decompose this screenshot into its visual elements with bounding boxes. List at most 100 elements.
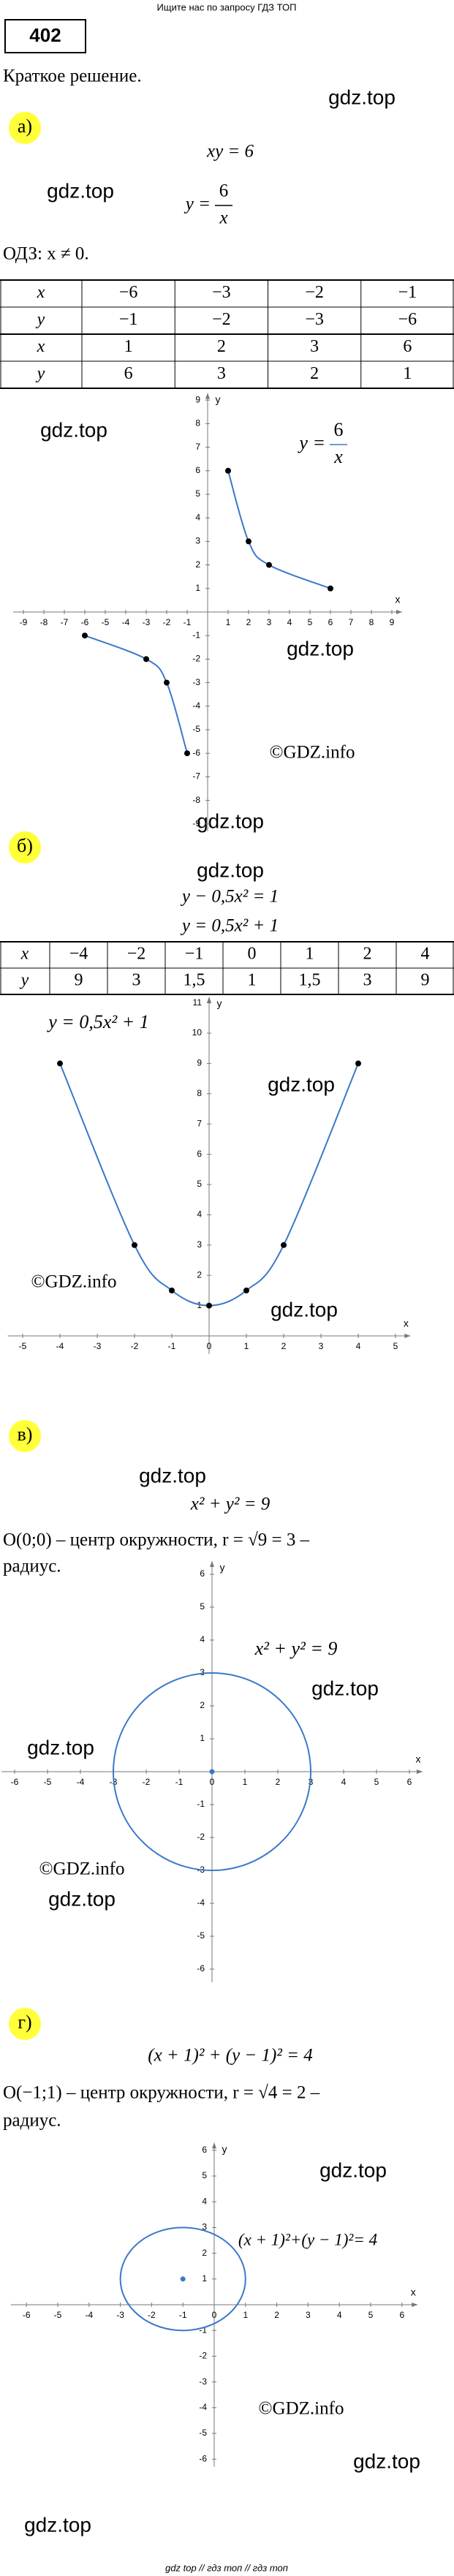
y-tick-label: 2 — [200, 1700, 205, 1710]
table-cell: −6 — [119, 283, 138, 302]
table-cell: −1 — [119, 310, 138, 329]
y-tick-label: 9 — [197, 1058, 202, 1068]
watermark: gdz.top — [328, 86, 396, 108]
x-tick-label: 2 — [274, 2310, 279, 2320]
x-tick-label: 4 — [287, 617, 292, 627]
table-cell: −3 — [212, 283, 231, 302]
x-tick-label: -1 — [184, 617, 192, 627]
x-tick-label: -6 — [81, 617, 89, 627]
y-tick-label: -1 — [192, 630, 200, 640]
x-tick-label: 9 — [390, 617, 395, 627]
x-tick-label: 0 — [210, 1777, 215, 1787]
x-tick-label: -4 — [122, 617, 130, 627]
table-cell: y — [36, 310, 45, 329]
y-axis-label: y — [217, 997, 222, 1009]
y-tick-label: -4 — [192, 700, 200, 711]
explanation: радиус. — [3, 2111, 61, 2131]
y-axis-label: y — [222, 2143, 227, 2155]
x-tick-label: -4 — [77, 1777, 85, 1787]
x-tick-label: -6 — [23, 2310, 31, 2320]
x-tick-label: 1 — [243, 1777, 248, 1787]
table-cell: 9 — [421, 971, 430, 990]
x-tick-label: 3 — [267, 617, 272, 627]
axis-arrow — [412, 2303, 418, 2307]
x-tick-label: 2 — [246, 617, 251, 627]
equation: xy = 6 — [206, 142, 254, 162]
y-tick-label: 6 — [200, 1568, 205, 1579]
intro: Краткое решение. — [3, 67, 142, 86]
watermark: gdz.top — [353, 2450, 420, 2472]
watermark: gdz.top — [197, 809, 264, 832]
x-tick-label: -9 — [20, 617, 28, 627]
y-axis-label: y — [216, 393, 221, 405]
y-tick-label: 10 — [192, 1027, 203, 1038]
point — [143, 656, 149, 662]
x-tick-label: -5 — [102, 617, 110, 627]
table-cell: 3 — [363, 971, 372, 990]
y-tick-label: 6 — [195, 465, 200, 475]
y-tick-label: 5 — [202, 2170, 207, 2180]
y-tick-label: 5 — [200, 1601, 205, 1612]
axis-arrow — [207, 997, 211, 1003]
part-badge — [9, 831, 41, 864]
x-tick-label: 4 — [356, 1341, 361, 1351]
x-tick-label: -7 — [61, 617, 69, 627]
explanation: O(−1;1) – центр окружности, r = √4 = 2 – — [3, 2083, 320, 2103]
x-tick-label: 5 — [368, 2310, 374, 2320]
domain: ОДЗ: x ≠ 0. — [3, 244, 89, 264]
x-tick-label: -3 — [116, 2310, 124, 2320]
table-cell: 9 — [75, 971, 83, 990]
part-label: б) — [17, 835, 33, 856]
table-cell: −1 — [398, 283, 417, 302]
y-tick-label: 4 — [202, 2196, 207, 2206]
fraction-numerator: 6 — [334, 419, 344, 440]
y-tick-label: 5 — [195, 488, 200, 499]
point — [57, 1060, 63, 1067]
y-tick-label: 11 — [193, 997, 203, 1008]
y-tick-label: 3 — [197, 1239, 202, 1250]
x-tick-label: 6 — [399, 2310, 404, 2320]
y-tick-label: 1 — [195, 583, 200, 593]
x-tick-label: 4 — [341, 1777, 347, 1787]
y-tick-label: -4 — [199, 2402, 207, 2412]
axis-arrow — [205, 393, 210, 399]
y-tick-label: 4 — [197, 1209, 202, 1220]
part-label: в) — [18, 1424, 33, 1445]
x-tick-label: 8 — [369, 617, 374, 627]
axis-arrow — [404, 1334, 411, 1338]
center-point — [180, 2276, 186, 2282]
part-label: а) — [18, 116, 32, 137]
y-tick-label: 1 — [202, 2273, 207, 2284]
x-tick-label: -4 — [85, 2310, 93, 2320]
y-tick-label: -6 — [192, 747, 200, 758]
banner: Ищите нас по запросу ГДЗ ТОП — [157, 1, 297, 12]
x-tick-label: 5 — [374, 1777, 379, 1787]
task-number: 402 — [29, 24, 61, 46]
table-cell: 1 — [124, 337, 133, 356]
x-tick-label: 1 — [244, 1341, 249, 1351]
y-tick-label: 3 — [195, 536, 200, 546]
circle — [113, 1672, 311, 1871]
explanation: O(0;0) – центр окружности, r = √9 = 3 – — [3, 1530, 310, 1550]
table-cell: −2 — [212, 310, 231, 329]
watermark: gdz.top — [27, 1736, 94, 1759]
y-tick-label: -9 — [192, 818, 200, 828]
axis-arrow — [210, 1561, 214, 1567]
circle — [119, 2226, 246, 2332]
x-tick-label: 6 — [407, 1777, 412, 1787]
table-cell: −6 — [398, 310, 417, 329]
table-cell: 1,5 — [184, 971, 205, 990]
equation: y = 0,5x² + 1 — [180, 916, 279, 936]
fraction-lhs: y = — [297, 432, 325, 453]
watermark: gdz.top — [287, 637, 354, 660]
x-tick-label: 2 — [276, 1777, 281, 1787]
x-axis-label: x — [416, 1753, 421, 1765]
y-tick-label: 7 — [197, 1118, 202, 1128]
y-tick-label: -6 — [199, 2453, 207, 2463]
x-tick-label: -3 — [94, 1341, 102, 1351]
table-cell: −3 — [305, 310, 324, 329]
table-cell: −2 — [127, 945, 146, 964]
equation: (x + 1)² + (y − 1)² = 4 — [148, 2046, 312, 2066]
